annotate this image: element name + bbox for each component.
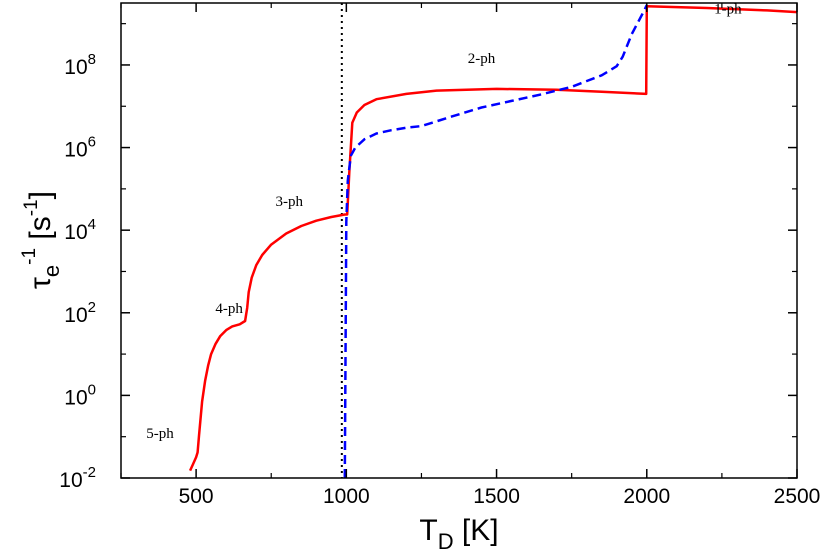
annotation-label: 5-ph <box>146 426 174 442</box>
series-line-dashed-blue <box>343 4 648 479</box>
x-tick-label: 2500 <box>774 485 821 508</box>
annotation-label: 2-ph <box>468 51 496 67</box>
marks-layer <box>188 3 798 479</box>
ticks-layer <box>120 3 798 479</box>
y-tick-label: 104 <box>64 216 96 244</box>
y-tick-label: 10-2 <box>59 464 96 492</box>
x-tick-label: 1000 <box>323 485 370 508</box>
y-tick-label: 100 <box>64 381 96 409</box>
y-axis-label: τe-1 [s-1] <box>19 191 64 289</box>
x-tick-label: 500 <box>179 485 214 508</box>
series-line-solid-red <box>188 5 798 472</box>
x-axis-label: TD [K] <box>419 514 498 554</box>
annotation-label: 3-ph <box>275 194 303 210</box>
annotation-label: 4-ph <box>215 301 243 317</box>
plot-frame <box>120 2 798 479</box>
annotations-layer: 1-ph 2-ph 3-ph 4-ph 5-ph <box>146 2 742 442</box>
x-tick-label: 1500 <box>473 485 520 508</box>
labels-layer: 500 1000 1500 2000 2500 10-2 100 102 104 106 108 <box>59 51 820 508</box>
plot-area <box>121 3 797 478</box>
annotation-label: 1-ph <box>714 2 742 18</box>
y-tick-label: 108 <box>64 51 96 79</box>
y-tick-label: 102 <box>64 299 96 327</box>
y-tick-label: 106 <box>64 134 96 162</box>
x-tick-label: 2000 <box>623 485 670 508</box>
